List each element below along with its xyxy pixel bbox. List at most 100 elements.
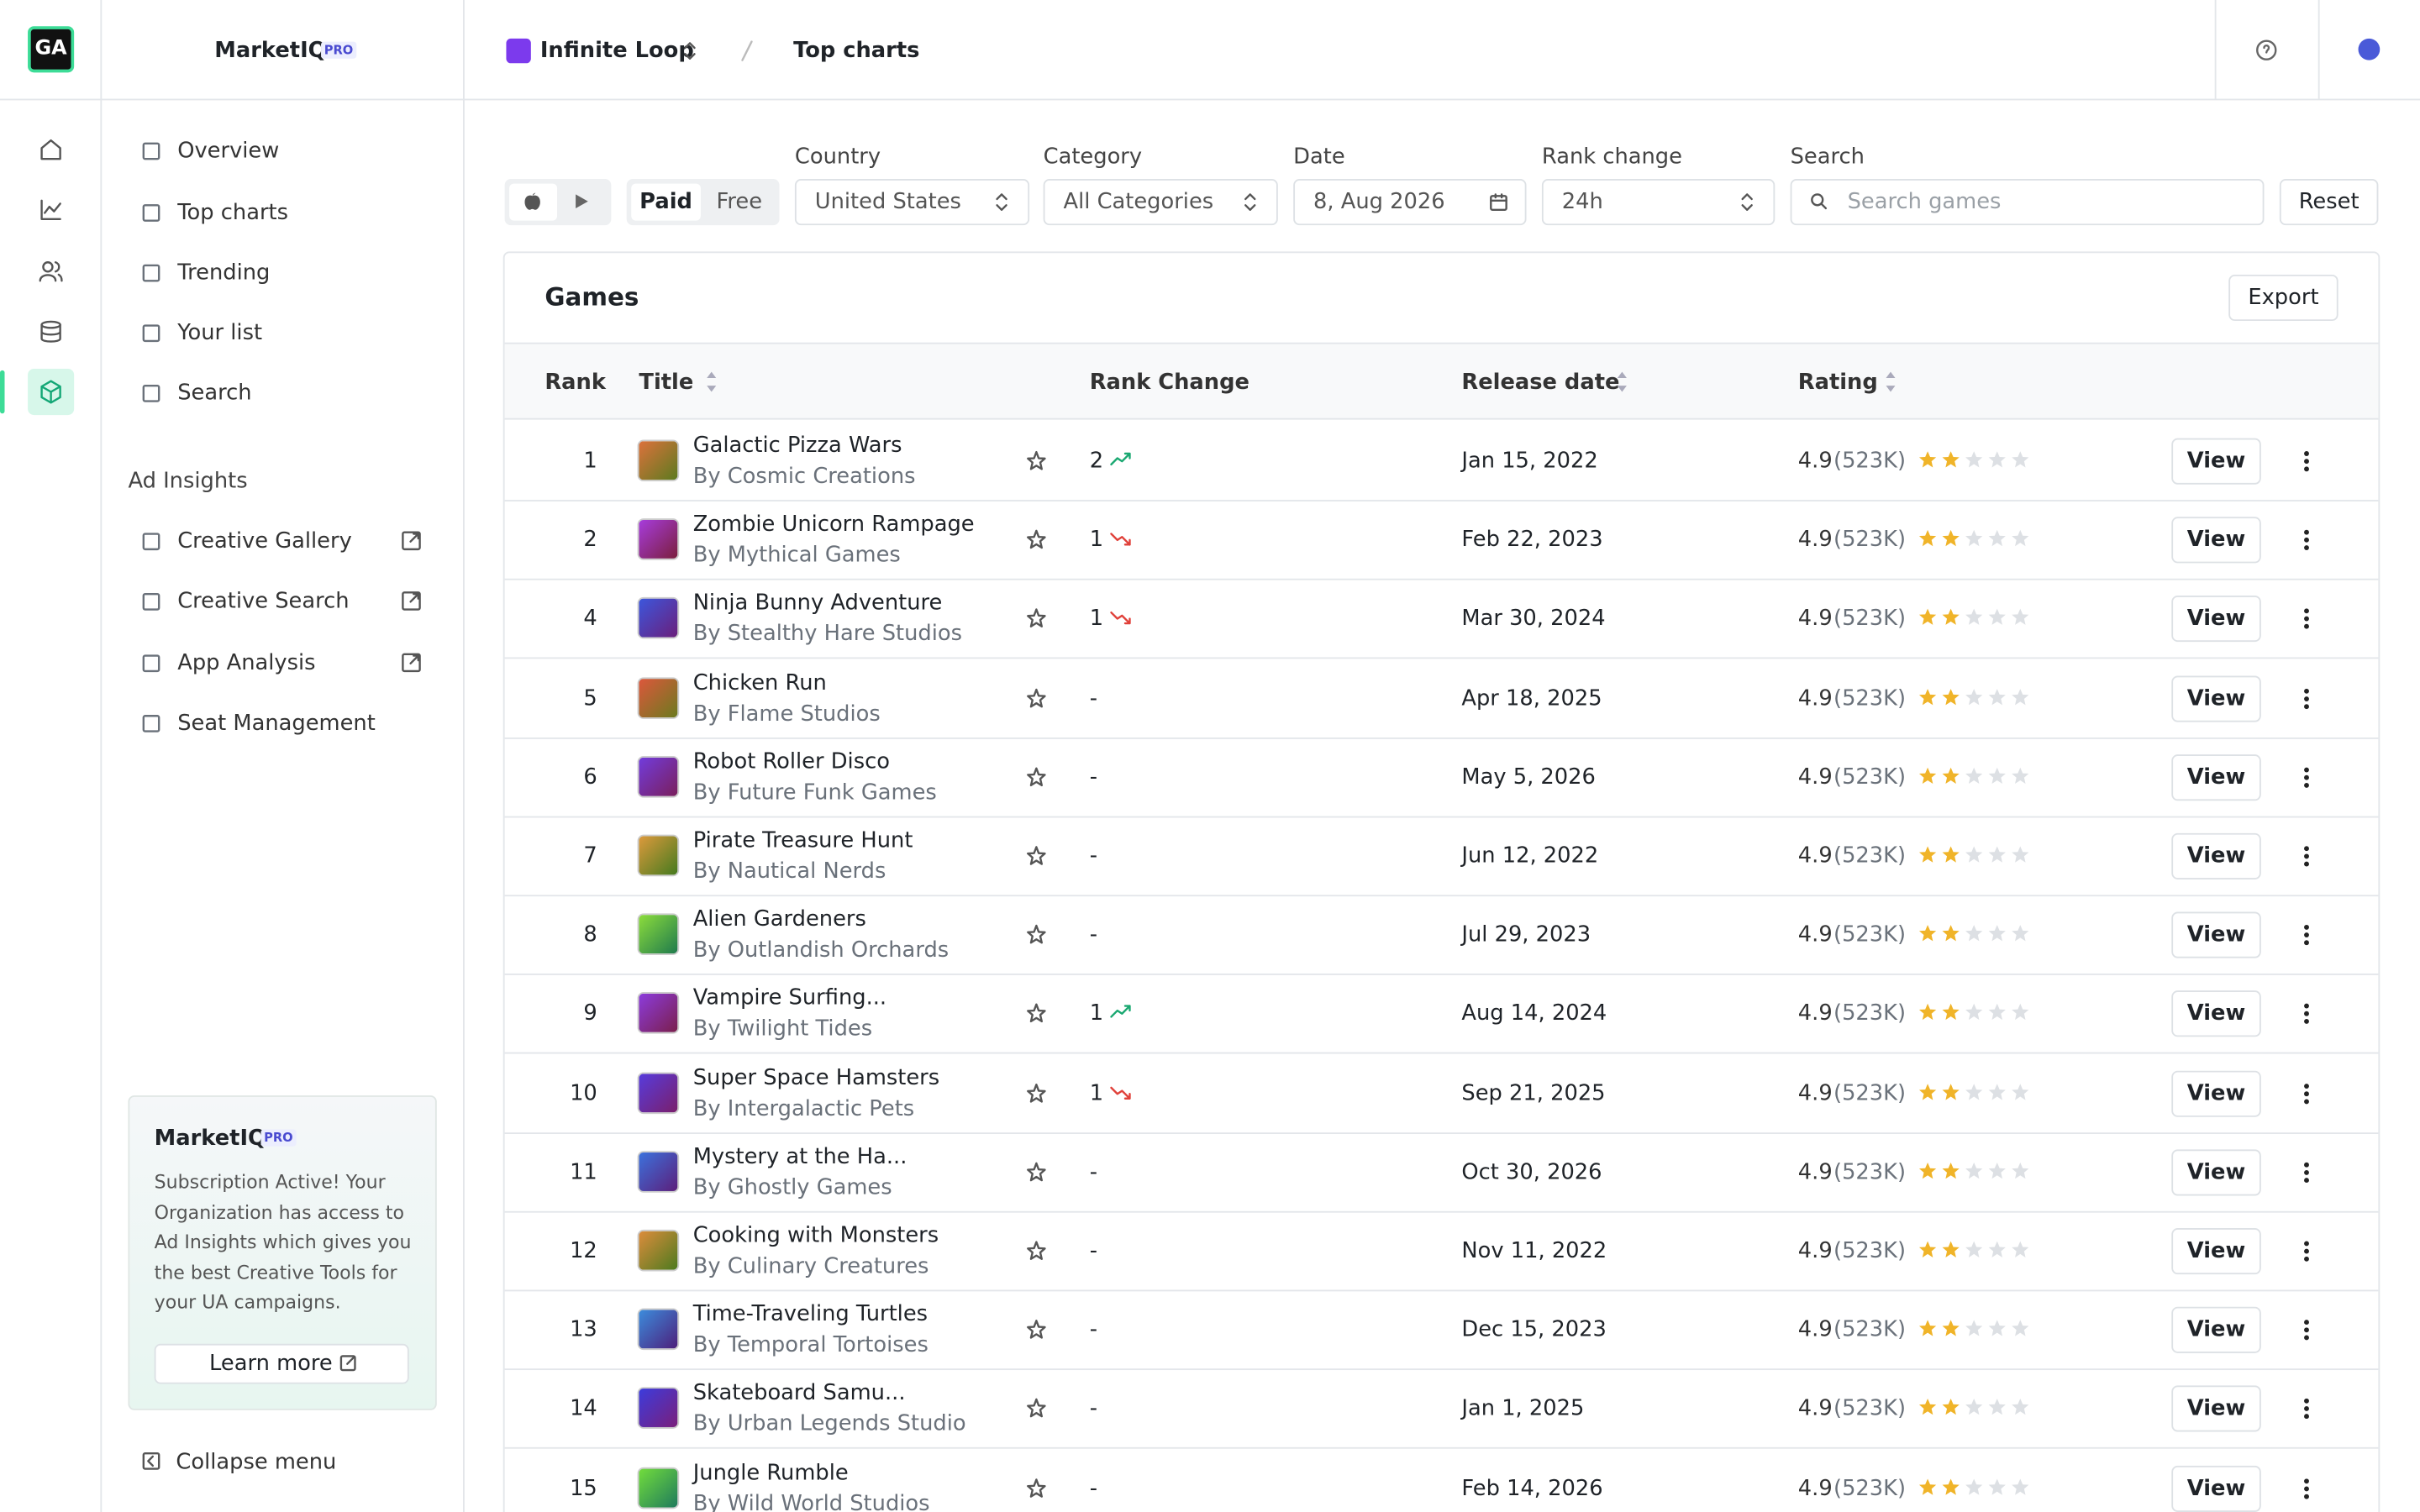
star — [2012, 1478, 2029, 1495]
star — [1942, 1241, 1960, 1257]
game-title[interactable]: Vampire Surfing... — [692, 986, 887, 1011]
view-button[interactable]: View — [2171, 1465, 2261, 1512]
view-button[interactable]: View — [2171, 438, 2261, 485]
game-title[interactable]: Galactic Pizza Wars — [692, 433, 902, 459]
game-title[interactable]: Cooking with Monsters — [692, 1223, 939, 1248]
game-title[interactable]: Pirate Treasure Hunt — [692, 828, 913, 853]
game-title[interactable]: Mystery at the Ha... — [692, 1144, 908, 1169]
game-title[interactable]: Robot Roller Disco — [692, 749, 890, 774]
reviews: (523K) — [1833, 606, 1907, 632]
rating: 4.9 — [1797, 1317, 1833, 1343]
external-icon — [339, 1355, 356, 1372]
rank-change: - — [1089, 843, 1098, 869]
reviews: (523K) — [1833, 922, 1907, 948]
rating: 4.9 — [1797, 449, 1833, 474]
rank-change: - — [1089, 1476, 1098, 1501]
view-button[interactable]: View — [2171, 1386, 2261, 1433]
view-button[interactable]: View — [2171, 753, 2261, 801]
learn-more[interactable]: Learn more — [154, 1343, 409, 1384]
nav-item[interactable]: Top charts — [177, 200, 289, 226]
row-rule — [504, 974, 2379, 976]
select[interactable] — [1541, 179, 1776, 226]
developer: By Ghostly Games — [692, 1175, 892, 1200]
filter-label: Category — [1043, 144, 1143, 171]
nav-item[interactable]: Creative Gallery — [177, 529, 352, 554]
star — [1965, 609, 1983, 626]
sidebar — [102, 0, 465, 1512]
view-button[interactable]: View — [2171, 990, 2261, 1038]
developer: By Urban Legends Studio — [692, 1412, 966, 1437]
row-rule — [504, 500, 2379, 501]
nav-item[interactable]: App Analysis — [177, 651, 316, 676]
view-button[interactable]: View — [2171, 675, 2261, 722]
nav-item[interactable]: Seat Management — [177, 711, 376, 737]
star — [1988, 767, 2006, 784]
view-button[interactable]: View — [2171, 832, 2261, 879]
segment[interactable]: Paid — [631, 183, 701, 221]
reset-button[interactable]: Reset — [2279, 179, 2379, 226]
star — [1918, 1320, 1937, 1336]
developer: By Future Funk Games — [692, 780, 937, 806]
nav-item[interactable]: Your list — [177, 321, 263, 346]
select[interactable] — [1293, 179, 1527, 226]
promo-title: MarketIQ — [154, 1126, 266, 1152]
game-title[interactable]: Time-Traveling Turtles — [692, 1302, 929, 1327]
more-icon — [2304, 1320, 2309, 1341]
slash — [741, 40, 753, 61]
column-header[interactable]: Title — [639, 370, 694, 396]
star — [1965, 1162, 1983, 1179]
release-date: Feb 14, 2026 — [1461, 1476, 1603, 1501]
play-icon — [576, 194, 588, 208]
reviews: (523K) — [1833, 1317, 1907, 1343]
star — [2012, 1399, 2029, 1416]
select[interactable] — [794, 179, 1030, 226]
search-input[interactable] — [1790, 179, 2265, 226]
game-title[interactable]: Skateboard Samu... — [692, 1381, 906, 1406]
release-date: Dec 15, 2023 — [1461, 1317, 1607, 1343]
view-button[interactable]: View — [2171, 911, 2261, 958]
game-title[interactable]: Ninja Bunny Adventure — [692, 591, 943, 617]
view-button[interactable]: View — [2171, 1307, 2261, 1354]
column-header[interactable]: Rating — [1797, 370, 1878, 396]
game-title[interactable]: Alien Gardeners — [692, 907, 866, 932]
rail-icon — [40, 139, 61, 160]
view-button[interactable]: View — [2171, 596, 2261, 643]
more-icon — [2304, 767, 2309, 788]
game-icon — [637, 1308, 680, 1351]
avatar[interactable] — [2358, 38, 2381, 60]
column-header[interactable]: Release date — [1461, 370, 1620, 396]
release-date: Jun 12, 2022 — [1461, 843, 1599, 869]
view-button[interactable]: View — [2171, 1228, 2261, 1275]
nav-item[interactable]: Trending — [177, 260, 271, 286]
column-header[interactable]: Rank Change — [1089, 370, 1249, 396]
nav-item[interactable]: Overview — [177, 139, 280, 164]
game-title[interactable]: Jungle Rumble — [692, 1460, 849, 1486]
reviews: (523K) — [1833, 1476, 1907, 1501]
star — [1918, 1004, 1937, 1021]
rank: 9 — [583, 1001, 597, 1027]
workspace[interactable]: Infinite Loop — [539, 38, 694, 64]
game-title[interactable]: Zombie Unicorn Rampage — [692, 512, 975, 538]
trend-up — [1110, 452, 1131, 466]
game-title[interactable]: Chicken Run — [692, 670, 827, 696]
segment[interactable]: Free — [716, 189, 763, 215]
select[interactable] — [1043, 179, 1278, 226]
calendar-icon — [1490, 193, 1507, 211]
nav-item[interactable]: Search — [177, 381, 252, 407]
rail-icon — [40, 320, 61, 343]
star — [1942, 530, 1960, 547]
release-date: Aug 14, 2024 — [1461, 1001, 1607, 1027]
export-button[interactable]: Export — [2228, 274, 2338, 322]
rank-change: - — [1089, 1238, 1098, 1264]
badge: PRO — [260, 1129, 297, 1147]
developer: By Intergalactic Pets — [692, 1096, 915, 1121]
chevrons — [996, 193, 1007, 211]
game-icon — [637, 1387, 680, 1430]
view-button[interactable]: View — [2171, 1069, 2261, 1117]
column-header[interactable]: Rank — [544, 370, 606, 396]
game-title[interactable]: Super Space Hamsters — [692, 1065, 940, 1090]
view-button[interactable]: View — [2171, 517, 2261, 564]
nav-item[interactable]: Creative Search — [177, 589, 350, 615]
collapse-menu[interactable]: Collapse menu — [176, 1450, 337, 1475]
view-button[interactable]: View — [2171, 1148, 2261, 1196]
